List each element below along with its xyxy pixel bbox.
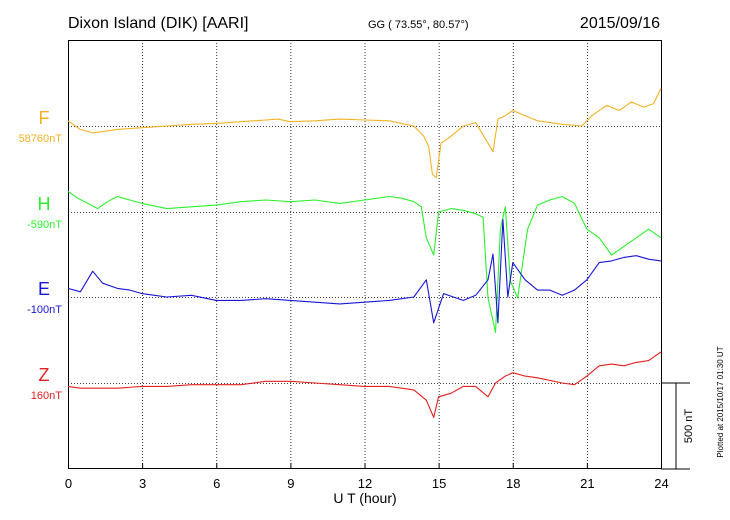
series-layer — [67, 87, 662, 418]
series-line-Z — [67, 351, 662, 418]
series-line-H — [67, 190, 662, 333]
date-label: 2015/09/16 — [580, 15, 660, 32]
series-name-Z: Z — [39, 365, 50, 385]
x-tick-label-12: 12 — [358, 476, 372, 491]
labels-layer: F 58760nT H -590nT E -100nT Z 160nT — [19, 108, 63, 402]
x-tick-label-0: 0 — [65, 476, 72, 491]
x-tick-label-21: 21 — [580, 476, 594, 491]
series-name-F: F — [39, 108, 50, 128]
x-tick-label-3: 3 — [139, 476, 146, 491]
x-tick-label-9: 9 — [287, 476, 294, 491]
series-line-E — [67, 219, 662, 324]
series-baseline-H: -590nT — [27, 219, 62, 231]
grid — [68, 40, 661, 469]
x-tick-label-18: 18 — [506, 476, 520, 491]
plot-frame — [68, 40, 662, 469]
series-baseline-Z: 160nT — [31, 390, 62, 402]
coordinates-label: GG ( 73.55°, 80.57°) — [368, 19, 469, 31]
series-baseline-F: 58760nT — [19, 133, 63, 145]
x-tick-label-15: 15 — [432, 476, 446, 491]
x-tick-label-24: 24 — [654, 476, 668, 491]
scale-bar: 500 nT — [661, 382, 695, 470]
series-name-H: H — [38, 194, 51, 214]
series-name-E: E — [38, 279, 50, 299]
station-title: Dixon Island (DIK) [AARI] — [68, 15, 249, 32]
series-baseline-E: -100nT — [27, 304, 62, 316]
x-axis-label: U T (hour) — [333, 490, 396, 506]
plotted-note: Plotted at 2015/10/17 01:30 UT — [716, 346, 725, 457]
x-axis: 0 3 6 9 12 15 18 21 24 — [65, 463, 669, 491]
scale-bar-label: 500 nT — [683, 409, 695, 444]
x-tick-label-6: 6 — [213, 476, 220, 491]
series-line-F — [67, 87, 662, 179]
